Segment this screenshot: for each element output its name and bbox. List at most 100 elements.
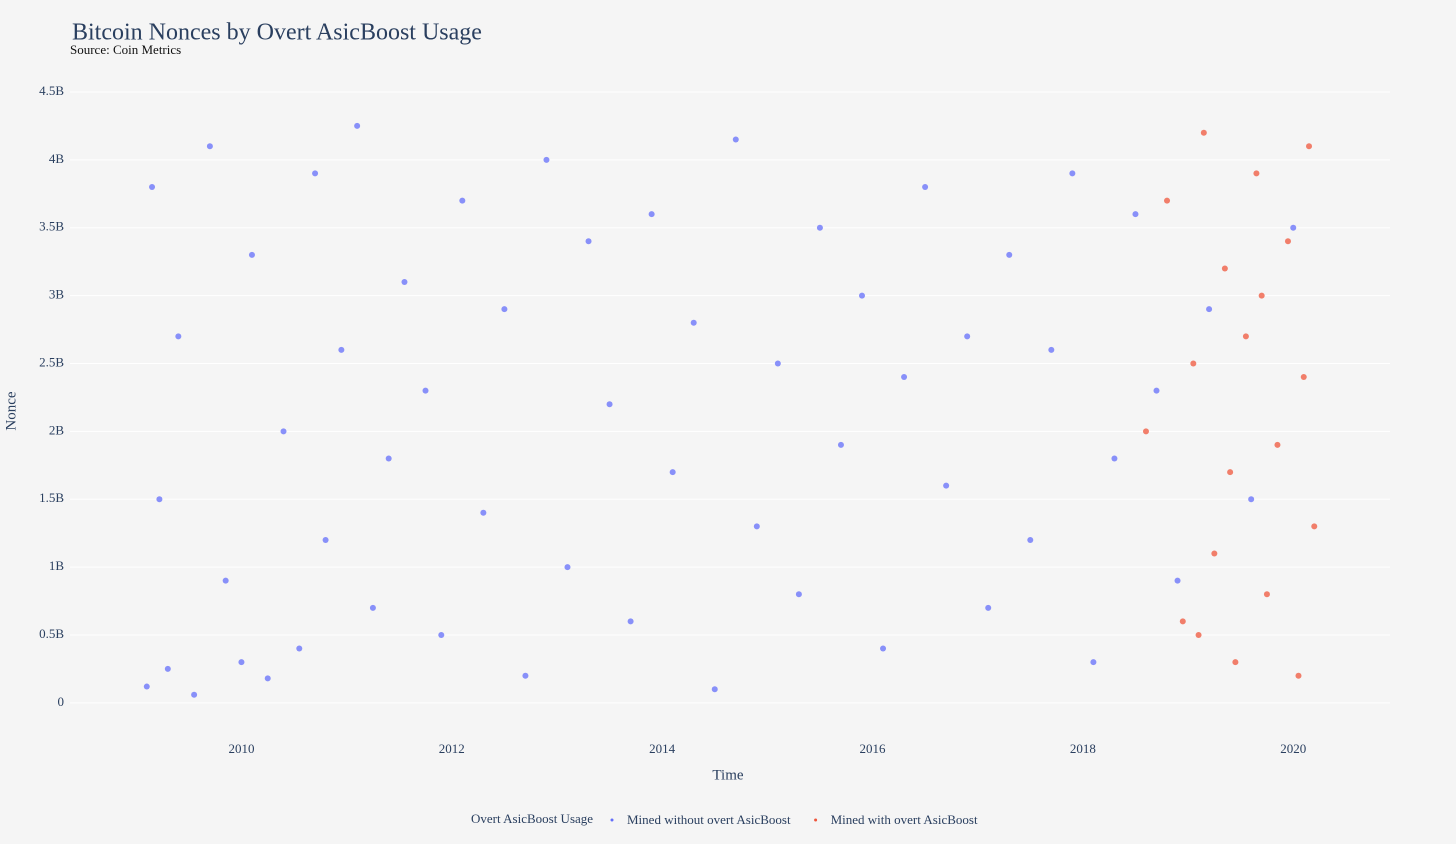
point xyxy=(1179,618,1186,625)
y-tick-label: 0.5B xyxy=(39,626,64,641)
point xyxy=(606,401,613,408)
point xyxy=(401,279,408,286)
x-axis-title: Time xyxy=(712,767,743,783)
point xyxy=(1227,469,1234,476)
point xyxy=(943,482,950,489)
point xyxy=(1111,455,1118,462)
point xyxy=(1253,170,1260,177)
point xyxy=(1295,672,1302,679)
point xyxy=(385,455,392,462)
point xyxy=(522,672,529,679)
point xyxy=(922,184,929,190)
point xyxy=(690,319,697,326)
point xyxy=(222,577,229,584)
point xyxy=(732,136,739,143)
point xyxy=(1069,170,1076,177)
point xyxy=(711,686,718,693)
x-tick-label: 2010 xyxy=(228,741,254,756)
point xyxy=(795,591,802,598)
point xyxy=(280,428,287,435)
point xyxy=(1248,496,1255,503)
y-tick-label: 1B xyxy=(49,558,65,573)
point xyxy=(1153,387,1160,394)
legend-marker xyxy=(814,818,818,822)
point xyxy=(901,374,908,381)
point xyxy=(1263,591,1270,598)
point xyxy=(753,523,760,530)
legend-marker xyxy=(610,818,614,822)
point xyxy=(175,333,182,340)
point xyxy=(264,675,271,682)
point xyxy=(1164,197,1171,204)
point xyxy=(1258,292,1265,299)
point xyxy=(1232,659,1239,666)
point xyxy=(438,631,445,638)
point xyxy=(1206,306,1213,313)
point xyxy=(1290,224,1297,231)
legend: Overt AsicBoost Usage Mined without overt… xyxy=(471,811,978,827)
point xyxy=(543,156,550,163)
x-tick-label: 2018 xyxy=(1070,741,1096,756)
point xyxy=(312,170,319,177)
point xyxy=(880,645,887,652)
point xyxy=(648,211,655,218)
point xyxy=(1006,251,1013,258)
legend-title: Overt AsicBoost Usage xyxy=(471,811,593,826)
point xyxy=(1211,550,1218,557)
point xyxy=(964,333,971,340)
point xyxy=(1142,428,1149,435)
point xyxy=(1221,265,1228,272)
point xyxy=(1090,659,1097,666)
x-tick-label: 2014 xyxy=(649,741,676,756)
grid xyxy=(70,91,1390,704)
x-tick-label: 2016 xyxy=(860,741,887,756)
y-tick-label: 1.5B xyxy=(39,490,64,505)
point xyxy=(1300,374,1307,381)
point xyxy=(322,536,329,543)
y-tick-label: 0 xyxy=(58,694,65,709)
y-tick-label: 2.5B xyxy=(39,354,64,369)
x-tick-label: 2020 xyxy=(1280,741,1306,756)
y-tick-label: 4B xyxy=(49,151,65,166)
legend-label: Mined with overt AsicBoost xyxy=(831,812,978,827)
point xyxy=(480,509,487,516)
point xyxy=(1200,129,1207,136)
point xyxy=(1132,211,1139,218)
point xyxy=(627,618,634,625)
point xyxy=(859,292,865,299)
point xyxy=(1284,238,1291,245)
points xyxy=(143,122,1318,698)
point xyxy=(1311,523,1318,530)
point xyxy=(816,224,823,231)
point xyxy=(585,238,592,245)
x-tick-label: 2012 xyxy=(439,741,465,756)
point xyxy=(459,197,466,204)
chart-subtitle: Source: Coin Metrics xyxy=(70,42,181,57)
point xyxy=(143,683,150,690)
chart-title: Bitcoin Nonces by Overt AsicBoost Usage xyxy=(72,20,482,46)
y-tick-label: 3B xyxy=(49,287,65,302)
point xyxy=(1190,360,1197,367)
point xyxy=(1242,333,1249,340)
point xyxy=(206,143,213,150)
point xyxy=(248,251,255,258)
point xyxy=(1195,631,1202,638)
point xyxy=(501,306,508,313)
point xyxy=(1306,143,1313,150)
point xyxy=(1027,536,1034,543)
y-tick-label: 2B xyxy=(49,422,65,437)
y-axis-title: Nonce xyxy=(3,391,19,430)
point xyxy=(149,184,156,190)
point xyxy=(1274,441,1281,448)
y-tick-label: 3.5B xyxy=(39,219,64,234)
point xyxy=(338,346,345,353)
point xyxy=(564,564,571,571)
point xyxy=(1048,346,1055,353)
point xyxy=(191,691,198,698)
legend-label: Mined without overt AsicBoost xyxy=(627,812,791,827)
point xyxy=(296,645,303,652)
point xyxy=(238,659,245,666)
point xyxy=(837,441,844,448)
point xyxy=(354,122,361,129)
